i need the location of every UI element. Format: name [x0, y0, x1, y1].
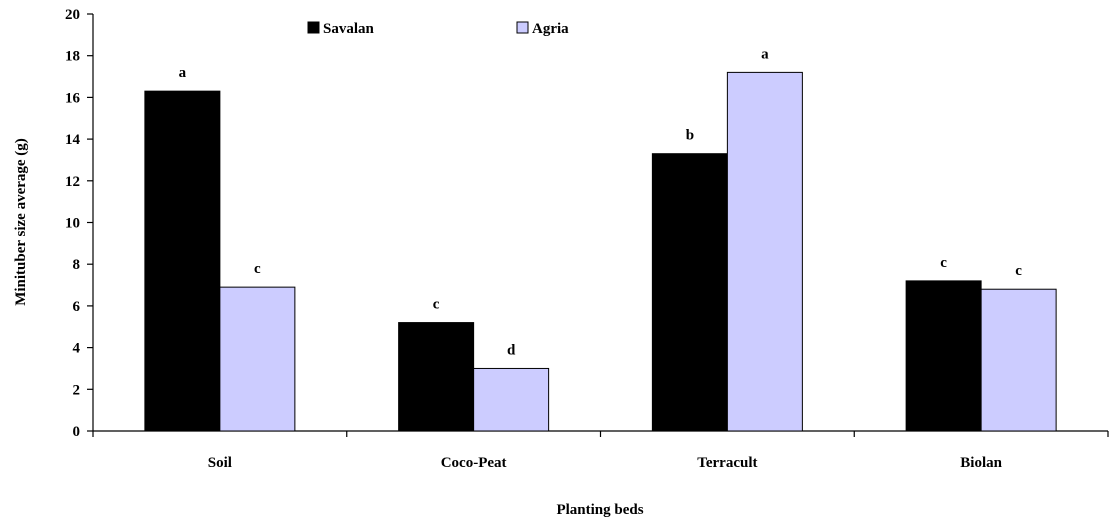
y-ticks: 0 2 4 6 8 10 12 14 16 18 20 — [65, 7, 93, 440]
bar-agria — [726, 71, 803, 432]
x-tick-label: Coco-Peat — [441, 455, 507, 471]
bar-significance-label: c — [1015, 263, 1022, 279]
y-tick-label: 18 — [65, 49, 80, 65]
x-axis-title: Planting beds — [556, 502, 643, 518]
bar-significance-label: a — [761, 46, 769, 62]
x-tick-label: Terracult — [697, 455, 757, 471]
bar-agria — [473, 367, 550, 432]
y-tick-label: 14 — [65, 132, 81, 148]
y-tick-label: 6 — [73, 299, 81, 315]
bar-significance-label: a — [179, 65, 187, 81]
bars: a c b c c d a c — [144, 46, 1057, 432]
y-axis-title: Minituber size average (g) — [13, 138, 29, 306]
y-tick-label: 20 — [65, 7, 80, 23]
y-tick-label: 16 — [65, 90, 81, 106]
y-tick-label: 10 — [65, 216, 80, 232]
bar-savalan — [144, 90, 221, 432]
x-tick-label: Soil — [208, 455, 232, 471]
y-tick-label: 4 — [73, 341, 81, 357]
x-tick-label: Biolan — [960, 455, 1002, 471]
bar-savalan — [651, 153, 728, 432]
bar-savalan — [905, 280, 982, 432]
legend: Savalan Agria — [307, 21, 569, 37]
y-tick-label: 0 — [73, 424, 81, 440]
x-ticks: Soil Coco-Peat Terracult Biolan — [92, 431, 1109, 471]
bar-significance-label: d — [507, 342, 516, 358]
bar-significance-label: c — [433, 297, 440, 313]
legend-label: Agria — [532, 21, 569, 37]
bar-savalan — [398, 322, 475, 432]
legend-swatch — [516, 21, 529, 34]
legend-label: Savalan — [323, 21, 375, 37]
bar-agria — [980, 288, 1057, 432]
y-tick-label: 2 — [73, 382, 81, 398]
y-tick-label: 12 — [65, 174, 80, 190]
bar-significance-label: c — [254, 261, 261, 277]
y-tick-label: 8 — [73, 257, 81, 273]
bar-significance-label: c — [940, 255, 947, 271]
legend-swatch — [307, 21, 320, 34]
bar-significance-label: b — [686, 128, 694, 144]
bar-agria — [219, 286, 296, 432]
